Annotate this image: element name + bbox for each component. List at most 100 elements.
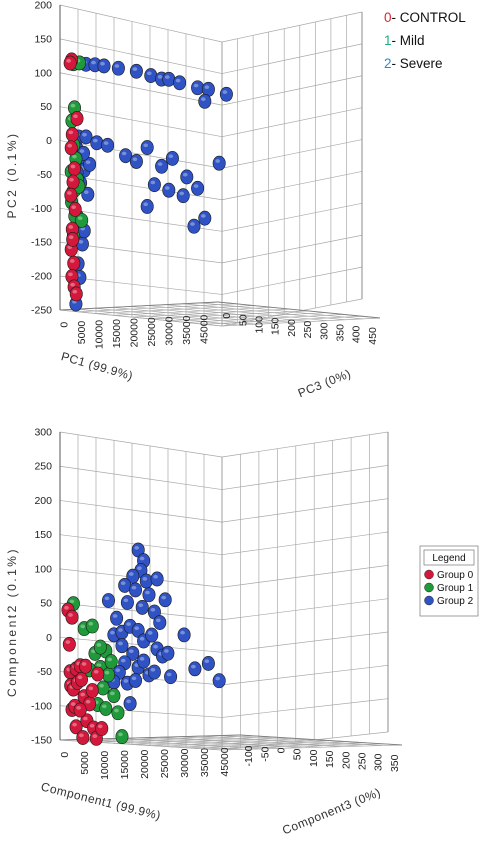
chart1-y-ticks: 200 150 100 50 0 -50 -100 -150 -200 -250 [31, 0, 52, 317]
data-point-highlight [182, 172, 188, 177]
gridline [59, 174, 223, 201]
data-point-group0 [63, 55, 77, 71]
data-point-group2 [201, 656, 215, 671]
x-tick-label: 0 [59, 752, 71, 758]
y-tick-label: -200 [31, 271, 52, 283]
x-tick-label: 35000 [199, 748, 211, 777]
data-point-highlight [123, 598, 129, 603]
data-point-group0 [66, 174, 80, 190]
z-tick-label: 400 [351, 325, 363, 343]
gridline [221, 431, 389, 458]
data-point-highlight [69, 599, 75, 604]
floor-gridline [149, 310, 309, 320]
y-tick-label: -100 [31, 700, 52, 712]
floor-gridline [131, 739, 313, 745]
data-point-highlight [215, 676, 221, 681]
data-point-highlight [83, 716, 88, 721]
data-point-group0 [68, 201, 82, 217]
data-point-highlight [92, 734, 98, 739]
chart2-points [61, 542, 226, 746]
data-point-highlight [79, 149, 85, 153]
data-point-highlight [78, 239, 84, 244]
floor-gridline [221, 317, 381, 327]
y-tick-label: -100 [31, 203, 52, 215]
data-point-highlight [114, 64, 120, 68]
data-point-group2 [129, 154, 143, 169]
floor-gridline [200, 302, 363, 320]
data-point-highlight [204, 659, 210, 664]
data-point-group0 [66, 232, 80, 247]
data-point-highlight [143, 202, 149, 207]
chart2-x-ticks: 0 5000 10000 15000 20000 25000 30000 35000 45000 [59, 747, 231, 780]
data-point-highlight [132, 67, 138, 71]
data-point-group1 [115, 729, 129, 745]
data-point-highlight [65, 640, 71, 644]
data-point-highlight [110, 630, 115, 635]
x-tick-label: 5000 [79, 751, 91, 775]
x-tick-label: 5000 [76, 321, 88, 345]
data-point-highlight [64, 605, 69, 610]
data-point-group2 [212, 673, 226, 689]
data-point-group2 [126, 645, 140, 661]
data-point-group2 [162, 182, 176, 198]
data-point-group1 [111, 705, 125, 721]
z-tick-label: 50 [292, 748, 304, 760]
floor-gridline [79, 739, 243, 750]
z-tick-label: 200 [286, 319, 298, 337]
legend-number: 0 [384, 10, 392, 25]
legend-text: - CONTROL [392, 10, 467, 25]
data-point-highlight [83, 190, 89, 195]
floor-gridline [167, 741, 349, 748]
data-point-highlight [150, 607, 156, 612]
chart1-z-axis-label: PC3 (0%) [296, 366, 353, 400]
z-tick-label: 150 [324, 750, 336, 768]
data-point-highlight [126, 699, 131, 704]
floor-gridline [77, 303, 237, 313]
chart2-x-axis-label: Component1 (99.9%) [40, 779, 163, 822]
data-point-group1 [75, 212, 89, 228]
data-point-group2 [191, 180, 205, 196]
data-point-highlight [191, 664, 196, 669]
chart2-legend: Legend Group 0 Group 1 Group 2 [419, 545, 479, 617]
gridline [221, 107, 363, 138]
data-point-group2 [123, 696, 137, 711]
data-point-highlight [73, 114, 78, 119]
x-tick-label: 30000 [164, 316, 176, 345]
x-tick-label: 35000 [181, 315, 193, 344]
floor-gridline [113, 306, 273, 316]
floor-gridline [95, 307, 258, 325]
data-point-highlight [93, 669, 99, 674]
data-point-group2 [147, 664, 161, 680]
chart2-z-ticks: -100 -50 0 50 100 150 200 250 300 350 [243, 745, 401, 772]
data-point-highlight [128, 572, 134, 576]
data-point-group2 [135, 599, 149, 615]
data-point-highlight [96, 663, 102, 668]
data-point-highlight [103, 141, 109, 145]
floor-gridline [77, 735, 259, 742]
data-point-highlight [150, 180, 156, 185]
legend-number: 2 [384, 56, 392, 71]
gridline [221, 234, 363, 264]
data-point-highlight [222, 90, 228, 94]
floor-gridline [203, 315, 363, 325]
data-point-group2 [153, 615, 167, 630]
data-point-group2 [198, 93, 212, 109]
gridline [221, 266, 363, 295]
data-point-highlight [72, 289, 78, 294]
gridline [221, 698, 389, 718]
z-tick-label: 0 [276, 747, 288, 753]
y-tick-label: -50 [37, 169, 52, 181]
gridline [221, 75, 363, 106]
data-point-group2 [158, 592, 172, 608]
data-point-group2 [115, 638, 129, 654]
chart2-y-axis-label: Component2 (0.1%) [5, 547, 19, 697]
chart1-y-axis-label: PC2 (0.1%) [5, 131, 19, 218]
y-tick-label: 0 [46, 632, 52, 644]
data-point-highlight [69, 259, 75, 263]
gridline [59, 72, 223, 106]
data-point-group2 [120, 595, 134, 610]
data-point-group2 [150, 571, 164, 587]
data-point-group2 [191, 80, 205, 96]
legend-text: - Mild [392, 33, 425, 48]
data-point-highlight [120, 581, 126, 586]
